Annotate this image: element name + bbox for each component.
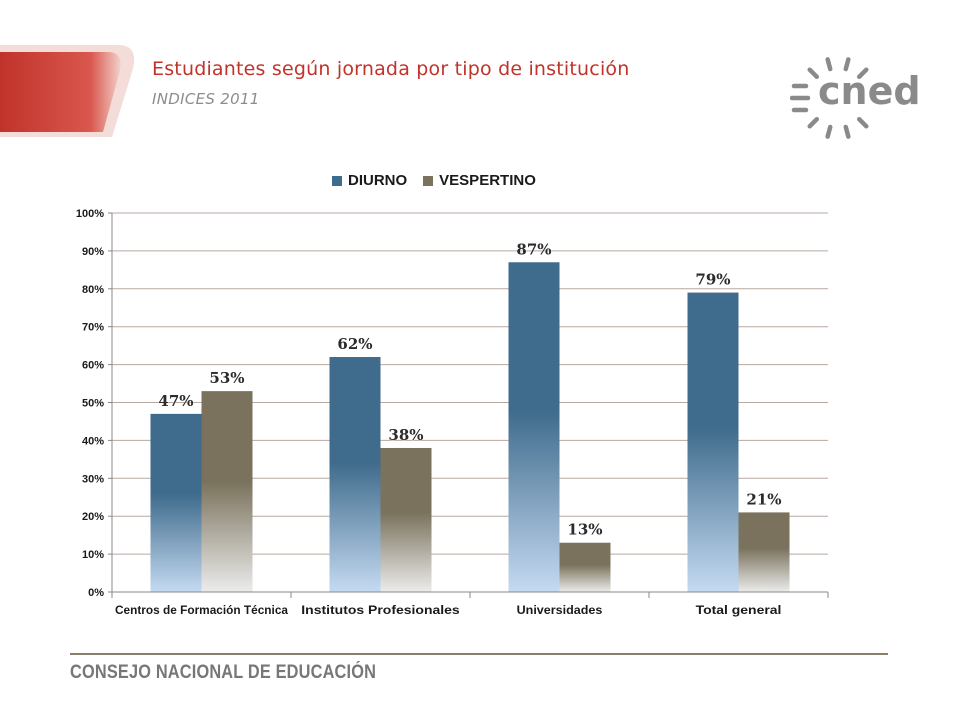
sunburst-ray: [856, 116, 869, 129]
sunburst-ray: [807, 67, 820, 80]
footer-organization: CONSEJO NACIONAL DE EDUCACIÓN: [70, 662, 377, 683]
page-title: Estudiantes según jornada por tipo de in…: [152, 58, 630, 80]
sunburst-ray: [843, 124, 851, 139]
chart-legend: DIURNO VESPERTINO: [332, 172, 536, 189]
legend-swatch-diurno: [332, 175, 342, 186]
legend-swatch-vespertino: [423, 175, 434, 186]
y-tick-label: 70%: [82, 322, 104, 334]
x-tick-label: Universidades: [517, 603, 603, 617]
bar-diurno: [687, 292, 739, 592]
bar-vespertino: [201, 391, 253, 592]
data-label-vespertino: 13%: [567, 521, 602, 539]
data-label-diurno: 87%: [516, 240, 551, 258]
sunburst-ray: [843, 57, 851, 72]
legend-item-diurno: DIURNO: [332, 172, 407, 189]
y-tick-label: 50%: [82, 398, 104, 410]
sunburst-ray: [807, 116, 820, 129]
legend-label-diurno: DIURNO: [348, 172, 408, 189]
sunburst-ray: [825, 124, 833, 139]
legend-label-vespertino: VESPERTINO: [439, 172, 536, 189]
data-label-diurno: 47%: [158, 392, 193, 410]
data-label-vespertino: 53%: [209, 369, 244, 387]
y-tick-label: 100%: [76, 208, 104, 220]
bar-vespertino: [559, 542, 611, 592]
bar-diurno: [508, 262, 560, 592]
sunburst-icon: [790, 57, 869, 139]
bar-diurno: [329, 357, 381, 592]
y-tick-label: 90%: [82, 246, 104, 258]
data-label-vespertino: 38%: [388, 426, 423, 444]
footer-divider: [70, 653, 888, 655]
x-tick-label: Centros de Formación Técnica: [115, 603, 288, 617]
y-tick-label: 0%: [88, 587, 104, 599]
y-tick-label: 80%: [82, 284, 104, 296]
y-tick-label: 30%: [82, 473, 104, 485]
data-label-diurno: 79%: [695, 271, 730, 289]
legend-item-vespertino: VESPERTINO: [423, 172, 536, 189]
page-subtitle: INDICES 2011: [152, 90, 260, 108]
x-tick-label: Institutos Profesionales: [301, 603, 460, 617]
y-tick-label: 10%: [82, 549, 104, 561]
bar-vespertino: [380, 447, 432, 592]
bar-vespertino: [738, 512, 790, 592]
data-label-vespertino: 21%: [746, 490, 781, 508]
sunburst-ray: [825, 57, 833, 72]
x-tick-label: Total general: [696, 603, 782, 617]
data-label-diurno: 62%: [337, 335, 372, 353]
logo-text: cned: [818, 69, 921, 113]
y-tick-label: 20%: [82, 511, 104, 523]
bar-diurno: [150, 413, 202, 592]
y-tick-label: 40%: [82, 435, 104, 447]
y-tick-label: 60%: [82, 360, 104, 372]
sunburst-ray: [856, 67, 869, 80]
header-decoration: [0, 45, 135, 137]
